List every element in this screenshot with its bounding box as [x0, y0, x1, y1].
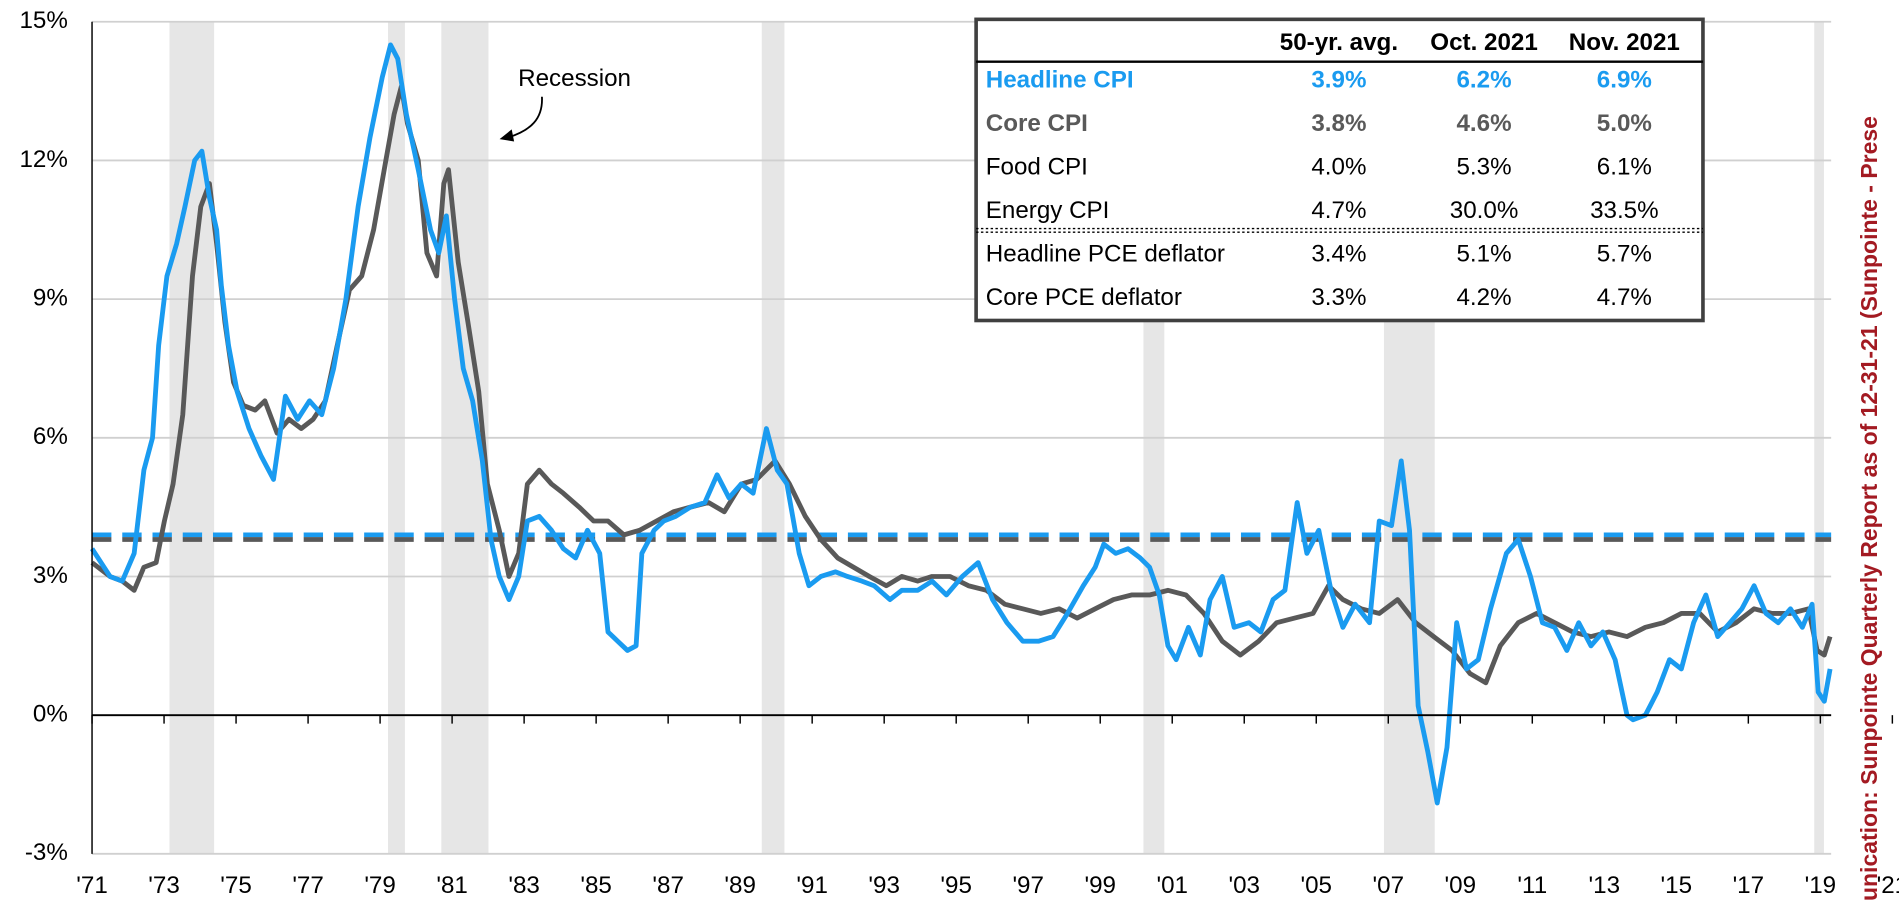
row-label: Core PCE deflator: [986, 284, 1182, 311]
x-tick-label: '07: [1373, 872, 1405, 899]
axes: -3% 0% 3% 6% 9% 12% 15% '71 '73 '75 '77 '79 '81 '83 '8…: [19, 7, 1899, 899]
recession-arrow: [506, 96, 543, 139]
row-label: Energy CPI: [986, 197, 1110, 224]
series-line: [90, 42, 1833, 806]
x-tick-label: '17: [1733, 872, 1765, 899]
x-tick-label: '03: [1228, 872, 1260, 899]
y-tick-label: 15%: [19, 7, 67, 34]
table-cell: 5.7%: [1597, 241, 1652, 268]
x-tick-label: '97: [1012, 872, 1044, 899]
side-note: unication: Sunpointe Quarterly Report as…: [1856, 116, 1882, 901]
x-tick-label: '81: [436, 872, 468, 899]
y-tick-label: 0%: [33, 701, 68, 728]
recession-label: Recession: [518, 65, 631, 92]
table-cell: 4.7%: [1597, 284, 1652, 311]
x-tick-label: '93: [868, 872, 900, 899]
column-header: Nov. 2021: [1569, 29, 1680, 56]
column-header: Oct. 2021: [1430, 29, 1538, 56]
table-cell: 6.9%: [1597, 66, 1652, 93]
table-cell: 4.6%: [1456, 110, 1511, 137]
x-tick-label: '09: [1445, 872, 1477, 899]
lines: [90, 42, 1833, 806]
row-label: Core CPI: [986, 110, 1088, 137]
y-tick-label: 3%: [33, 562, 68, 589]
table-cell: 3.4%: [1311, 241, 1366, 268]
x-tick-label: '77: [292, 872, 324, 899]
x-tick-label: '11: [1517, 872, 1547, 899]
table-cell: 4.0%: [1311, 153, 1366, 180]
row-label: Food CPI: [986, 153, 1088, 180]
table-cell: 3.8%: [1311, 110, 1366, 137]
table-cell: 5.3%: [1456, 153, 1511, 180]
row-label: Headline CPI: [986, 66, 1134, 93]
series-line: [90, 84, 1833, 686]
x-tick-label: '15: [1661, 872, 1693, 899]
x-tick-label: '05: [1300, 872, 1332, 899]
table-cell: 5.0%: [1597, 110, 1652, 137]
recession-arrowhead: [499, 129, 515, 142]
table-cell: 6.2%: [1456, 66, 1511, 93]
y-tick-label: 12%: [19, 146, 67, 173]
x-tick-label: '91: [796, 872, 828, 899]
x-tick-label: '19: [1805, 872, 1837, 899]
x-tick-label: '13: [1589, 872, 1621, 899]
x-tick-label: '95: [940, 872, 972, 899]
table-cell: 3.3%: [1311, 284, 1366, 311]
x-tick-label: '73: [148, 872, 180, 899]
table-cell: 30.0%: [1450, 197, 1519, 224]
table-cell: 6.1%: [1597, 153, 1652, 180]
table-box: [974, 17, 1705, 323]
column-header: 50-yr. avg.: [1280, 29, 1398, 56]
x-tick-label: '79: [364, 872, 396, 899]
x-tick-label: '85: [580, 872, 612, 899]
x-tick-label: '21: [1877, 872, 1899, 899]
x-tick-label: '89: [724, 872, 756, 899]
table-cell: 4.2%: [1456, 284, 1511, 311]
table-cell: 33.5%: [1590, 197, 1659, 224]
x-tick-label: '83: [508, 872, 540, 899]
row-label: Headline PCE deflator: [986, 241, 1225, 268]
table-cell: 3.9%: [1311, 66, 1366, 93]
x-tick-label: '75: [220, 872, 252, 899]
y-tick-label: -3%: [25, 839, 68, 866]
y-tick-label: 9%: [33, 285, 68, 312]
x-tick-label: '71: [76, 872, 108, 899]
x-tick-label: '99: [1084, 872, 1116, 899]
x-tick-label: '01: [1156, 872, 1188, 899]
x-tick-label: '87: [652, 872, 684, 899]
table-cell: 5.1%: [1456, 241, 1511, 268]
y-tick-label: 6%: [33, 423, 68, 450]
table-cell: 4.7%: [1311, 197, 1366, 224]
stats-table: 50-yr. avg. Oct. 2021 Nov. 2021 Headline CP…: [974, 17, 1705, 323]
